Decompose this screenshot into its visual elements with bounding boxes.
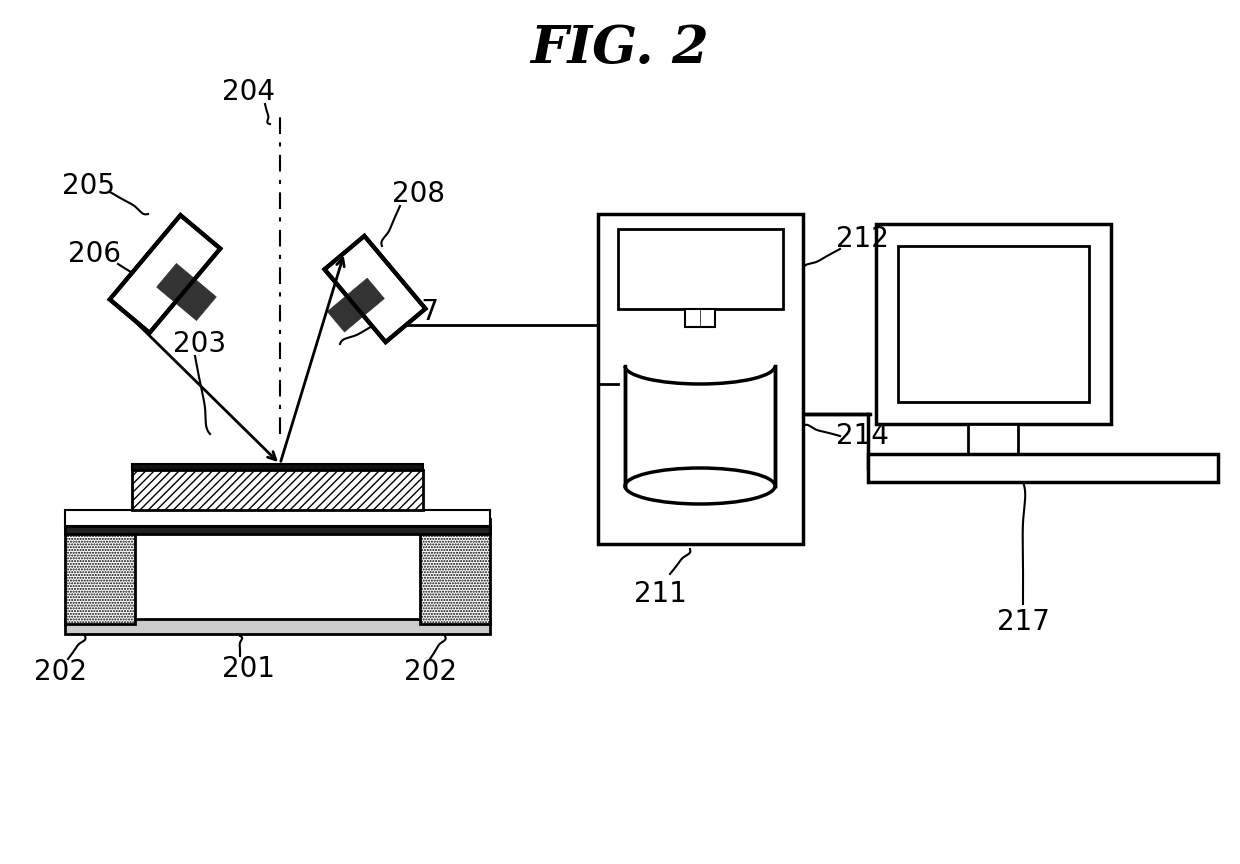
Text: 206: 206 <box>68 240 122 268</box>
Bar <box>625 366 775 486</box>
Text: FIG. 2: FIG. 2 <box>531 23 709 74</box>
Text: 205: 205 <box>62 172 114 200</box>
Bar <box>868 454 1218 482</box>
Bar <box>131 470 423 510</box>
Bar <box>898 246 1089 402</box>
Text: 211: 211 <box>634 580 687 608</box>
Text: 202: 202 <box>33 658 87 686</box>
Text: 204: 204 <box>222 78 274 106</box>
Bar <box>64 510 490 526</box>
Text: 208: 208 <box>392 180 444 208</box>
Text: 214: 214 <box>836 422 888 450</box>
Bar <box>622 346 777 366</box>
Text: 203: 203 <box>174 330 227 358</box>
Bar <box>598 214 804 544</box>
Text: 207: 207 <box>386 298 439 326</box>
Bar <box>64 619 490 634</box>
Ellipse shape <box>625 468 775 504</box>
Bar <box>64 526 490 534</box>
Polygon shape <box>109 215 221 333</box>
Polygon shape <box>156 264 216 321</box>
Bar <box>420 519 490 624</box>
Bar <box>64 519 135 624</box>
Polygon shape <box>325 236 425 342</box>
Bar <box>131 464 423 470</box>
Bar <box>618 229 782 309</box>
Text: 201: 201 <box>222 655 274 683</box>
Text: 217: 217 <box>997 608 1049 636</box>
Text: 202: 202 <box>403 658 456 686</box>
Text: 212: 212 <box>836 225 888 253</box>
Ellipse shape <box>625 348 775 384</box>
Bar <box>875 224 1111 424</box>
Bar <box>968 424 1018 454</box>
Polygon shape <box>327 278 384 332</box>
Bar <box>684 309 715 327</box>
